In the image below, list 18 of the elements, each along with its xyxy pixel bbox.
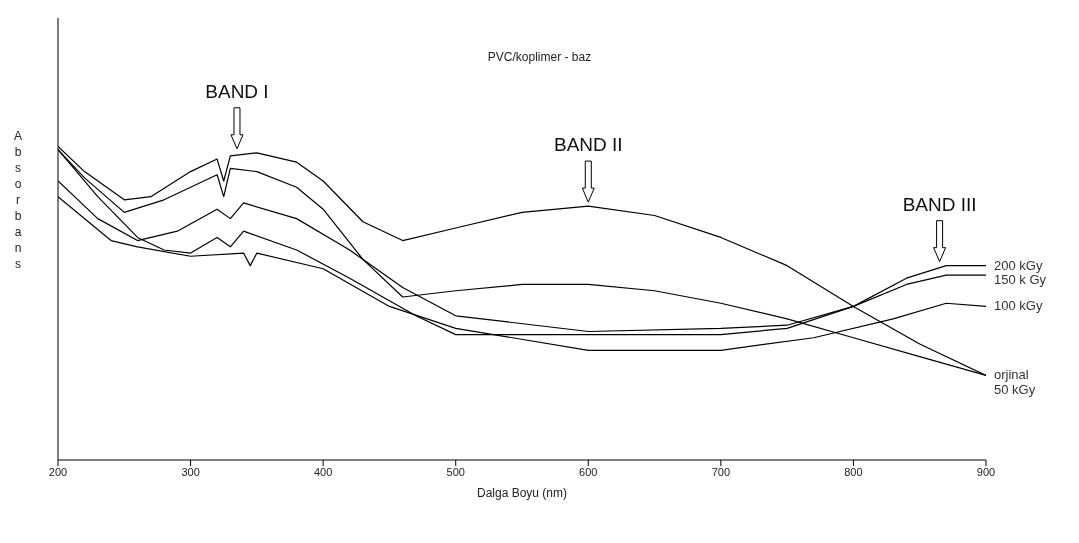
annotation: BAND I bbox=[205, 80, 269, 102]
chart-title: PVC/koplimer - baz bbox=[486, 50, 593, 64]
x-tick-label: 400 bbox=[313, 465, 333, 478]
series-label: 50 kGy bbox=[994, 382, 1036, 398]
x-tick-label: 900 bbox=[976, 465, 996, 478]
x-axis-title: Dalga Boyu (nm) bbox=[476, 486, 568, 500]
x-tick-label: 300 bbox=[181, 465, 200, 478]
x-tick-label: 800 bbox=[844, 465, 863, 478]
annotation: BAND III bbox=[902, 193, 977, 215]
series-label: orjinal bbox=[994, 367, 1029, 383]
x-tick-label: 700 bbox=[711, 465, 731, 478]
x-tick-label: 600 bbox=[579, 465, 598, 478]
series-label: 200 kGy bbox=[994, 257, 1043, 273]
x-tick-label: 500 bbox=[446, 465, 465, 478]
series-label: 100 kGy bbox=[994, 298, 1043, 314]
x-tick-label: 200 bbox=[48, 465, 68, 478]
text: Absorbans bbox=[13, 129, 23, 271]
annotation: BAND II bbox=[553, 134, 623, 156]
